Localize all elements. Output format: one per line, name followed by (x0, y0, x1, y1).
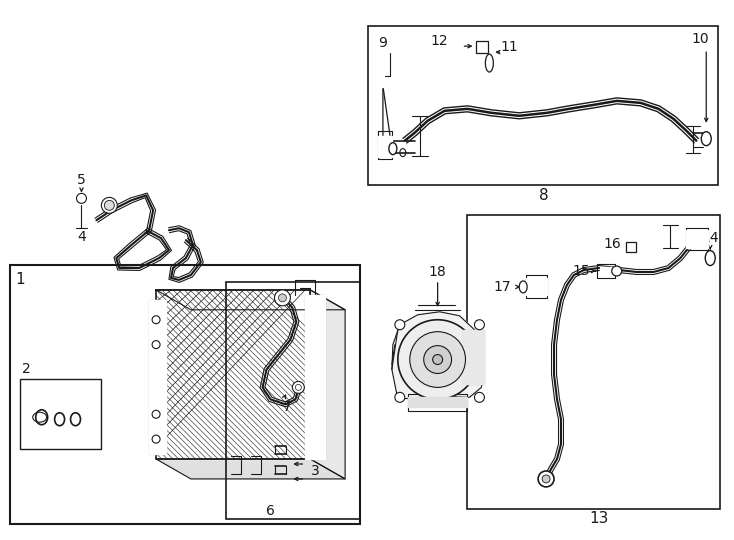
Bar (476, 41, 488, 53)
Text: 5: 5 (77, 173, 86, 187)
Circle shape (101, 198, 117, 213)
Text: 3: 3 (311, 464, 319, 478)
Circle shape (474, 320, 484, 330)
Circle shape (410, 332, 465, 387)
Circle shape (395, 393, 405, 402)
Circle shape (395, 320, 405, 330)
Text: 7: 7 (283, 400, 292, 414)
Text: 12: 12 (431, 34, 448, 48)
Ellipse shape (389, 143, 397, 154)
Polygon shape (378, 136, 392, 157)
Polygon shape (408, 397, 468, 407)
Bar (468, 215, 720, 509)
Text: 4: 4 (77, 230, 86, 244)
Ellipse shape (485, 54, 493, 72)
Polygon shape (600, 267, 613, 275)
Polygon shape (156, 459, 345, 479)
Polygon shape (156, 290, 310, 459)
Text: 13: 13 (589, 511, 608, 526)
Circle shape (432, 355, 443, 365)
Ellipse shape (701, 132, 711, 146)
Text: 2: 2 (22, 362, 31, 376)
Circle shape (538, 471, 554, 487)
Polygon shape (149, 300, 166, 454)
Circle shape (76, 193, 87, 204)
Circle shape (611, 266, 622, 276)
Polygon shape (305, 295, 325, 459)
Circle shape (424, 346, 451, 374)
Circle shape (398, 320, 477, 400)
Bar (625, 242, 636, 252)
Ellipse shape (705, 251, 715, 266)
Circle shape (152, 341, 160, 349)
Text: 9: 9 (379, 36, 388, 50)
Text: 15: 15 (572, 264, 589, 278)
Text: 6: 6 (266, 504, 275, 518)
Circle shape (152, 410, 160, 418)
Circle shape (152, 435, 160, 443)
Circle shape (104, 200, 115, 210)
Circle shape (292, 381, 305, 393)
Text: 16: 16 (604, 237, 622, 251)
Text: 18: 18 (429, 265, 446, 279)
Bar (20, 380, 101, 449)
Polygon shape (686, 230, 708, 248)
Text: 1: 1 (15, 273, 25, 287)
Polygon shape (526, 278, 547, 295)
Polygon shape (156, 290, 345, 310)
Circle shape (275, 290, 291, 306)
Circle shape (474, 393, 484, 402)
Polygon shape (462, 330, 484, 384)
Circle shape (278, 294, 286, 302)
Bar (226, 282, 360, 519)
Circle shape (152, 316, 160, 323)
Bar (10, 265, 360, 524)
Text: 14: 14 (702, 231, 719, 245)
Text: 17: 17 (493, 280, 511, 294)
Circle shape (542, 475, 550, 483)
Text: 11: 11 (501, 40, 518, 54)
Bar (368, 26, 718, 185)
Text: 8: 8 (539, 188, 549, 203)
Polygon shape (392, 312, 484, 400)
Text: 10: 10 (691, 32, 709, 46)
Polygon shape (310, 290, 345, 479)
Ellipse shape (519, 281, 527, 293)
